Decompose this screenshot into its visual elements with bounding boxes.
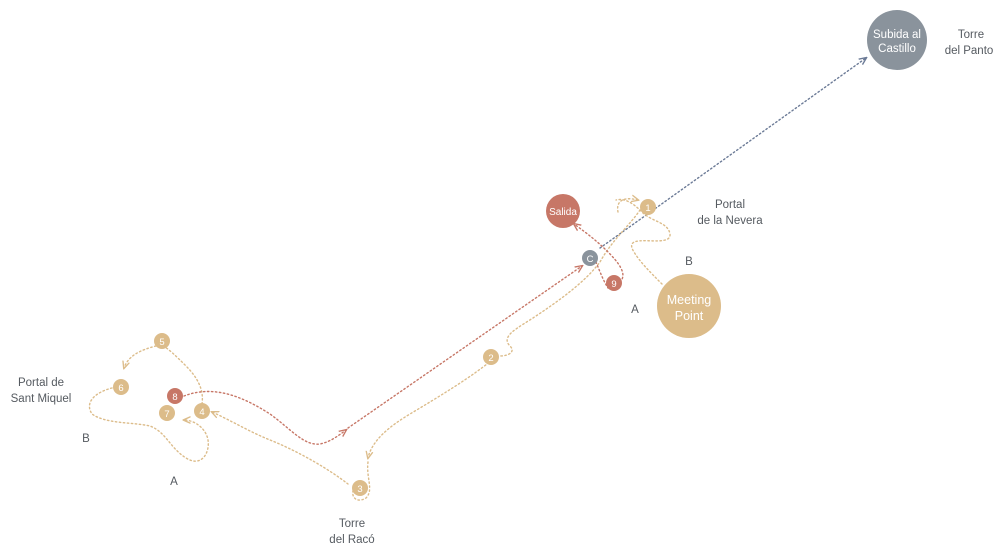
- c-marker-label: C: [587, 254, 594, 265]
- portal-sant-miquel-label-1: Portal de: [18, 377, 64, 389]
- meeting-point-circle: [657, 274, 721, 338]
- stop-3: 3: [352, 480, 368, 496]
- route-stop-9-to-salida: [574, 224, 624, 283]
- route-stop-4-to-stop-5: [159, 343, 204, 405]
- route-c-to-stop-9: [595, 261, 609, 289]
- route-red-to-c: [347, 266, 582, 429]
- route-letter-nevera-a: A: [631, 304, 639, 316]
- meeting-point-label-2: Point: [675, 309, 704, 323]
- stop-9: 9: [606, 275, 622, 291]
- stop-5: 5: [154, 333, 170, 349]
- svg-text:2: 2: [488, 353, 493, 364]
- meeting-point: Meeting Point: [657, 274, 721, 338]
- route-c-to-castillo: [599, 58, 866, 249]
- stop-2: 2: [483, 349, 499, 365]
- route-stop-6-to-stop-7: [88, 387, 209, 462]
- torre-panto-label-2: del Panto: [945, 45, 994, 57]
- c-marker-circle: [582, 250, 598, 266]
- subida-label-1: Subida al: [873, 29, 921, 41]
- route-stop-3-to-stop-4: [212, 412, 349, 485]
- portal-sant-miquel-label-2: Sant Miquel: [11, 393, 72, 405]
- stop-1: 1: [640, 199, 656, 215]
- subida-circle: [867, 10, 927, 70]
- route-stop-3-loop: [352, 461, 371, 501]
- route-stop-8-to-c: [183, 390, 346, 445]
- stop-6: 6: [113, 379, 129, 395]
- torre-raco-label-2: del Racó: [329, 534, 374, 546]
- svg-text:6: 6: [118, 383, 123, 394]
- svg-text:3: 3: [357, 484, 362, 495]
- routes: [88, 58, 866, 501]
- meeting-point-label-1: Meeting: [667, 293, 712, 307]
- svg-text:8: 8: [172, 392, 177, 403]
- route-letters: B A B A: [82, 256, 693, 488]
- place-labels: Torre del Panto Portal de la Nevera Port…: [11, 29, 994, 546]
- stops: 1 2 3 4 5 6 7 8: [113, 199, 656, 496]
- subida-label-2: Castillo: [878, 43, 916, 55]
- c-marker: C: [582, 250, 598, 266]
- torre-panto-label-1: Torre: [958, 29, 984, 41]
- stop-4: 4: [194, 403, 210, 419]
- route-stop-2-to-stop-3: [368, 359, 493, 458]
- subida-al-castillo: Subida al Castillo: [867, 10, 927, 70]
- svg-text:1: 1: [645, 203, 650, 214]
- route-stop-1-to-stop-2: [499, 209, 641, 357]
- route-stop-5-to-stop-6: [124, 345, 157, 368]
- salida-circle: [546, 194, 580, 228]
- svg-text:7: 7: [164, 409, 169, 420]
- stop-7: 7: [159, 405, 175, 421]
- portal-nevera-label-2: de la Nevera: [697, 215, 763, 227]
- route-meeting-to-stop-1: [615, 198, 671, 285]
- route-letter-nevera-b: B: [685, 256, 693, 268]
- route-letter-miquel-b: B: [82, 433, 90, 445]
- portal-nevera-label-1: Portal: [715, 199, 745, 211]
- salida: Salida: [546, 194, 580, 228]
- torre-raco-label-1: Torre: [339, 518, 365, 530]
- route-letter-miquel-a: A: [170, 476, 178, 488]
- svg-text:4: 4: [199, 407, 204, 418]
- route-stop-1-arrow: [616, 199, 638, 213]
- svg-text:9: 9: [611, 279, 616, 290]
- svg-text:5: 5: [159, 337, 164, 348]
- stop-8: 8: [167, 388, 183, 404]
- salida-label: Salida: [549, 207, 577, 218]
